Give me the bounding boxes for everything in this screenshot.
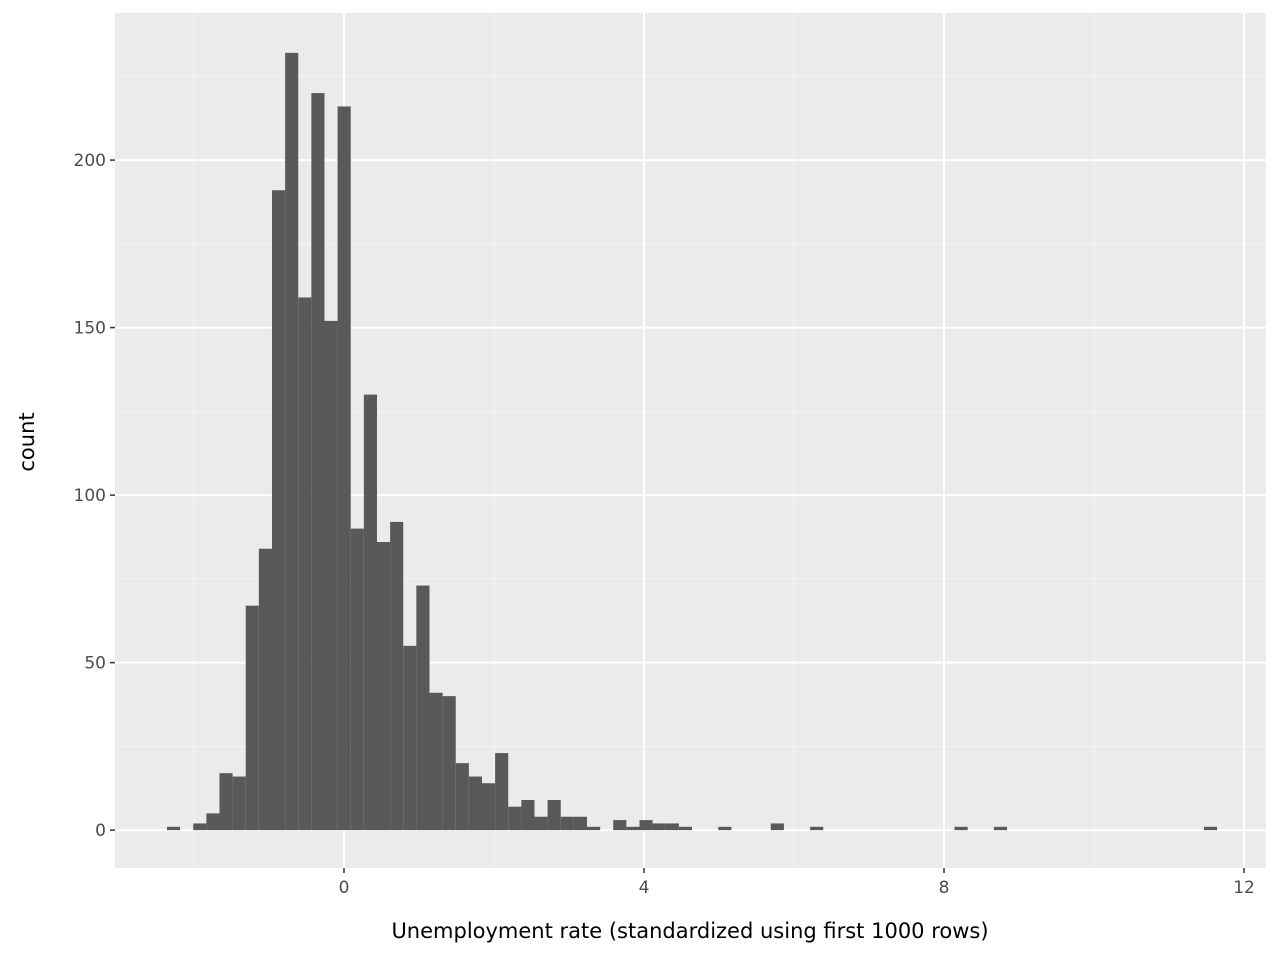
bar: [678, 826, 693, 831]
bar: [166, 826, 181, 831]
bar: [219, 773, 233, 831]
bar: [508, 806, 522, 831]
bar: [718, 826, 732, 831]
bar: [311, 93, 325, 831]
bar: [481, 783, 496, 831]
y-tick-label: 0: [95, 821, 106, 841]
bar: [547, 799, 561, 831]
bar: [337, 106, 351, 831]
bar: [429, 692, 443, 831]
bar: [573, 816, 587, 831]
bar: [560, 816, 574, 831]
bar: [1203, 826, 1218, 831]
y-tick-label: 50: [84, 654, 106, 674]
bar: [206, 813, 220, 831]
y-axis-title: count: [15, 412, 39, 471]
bar: [613, 820, 627, 831]
bar: [376, 542, 391, 831]
bar: [232, 776, 246, 831]
bar: [285, 52, 299, 831]
x-tick-label: 8: [939, 878, 950, 898]
bar: [324, 320, 338, 831]
y-tick-label: 100: [74, 486, 106, 506]
bar: [363, 394, 377, 831]
bar: [193, 823, 207, 831]
x-tick-label: 0: [339, 878, 350, 898]
bar: [350, 528, 364, 831]
bar: [586, 826, 601, 831]
bar: [403, 645, 417, 831]
bar: [770, 823, 784, 831]
x-axis-title: Unemployment rate (standardized using fi…: [391, 919, 988, 943]
bar: [810, 826, 824, 831]
bar: [416, 585, 430, 831]
bar: [954, 826, 968, 831]
bar: [455, 763, 469, 831]
bar: [468, 776, 482, 831]
bar: [521, 799, 535, 831]
bar: [271, 190, 286, 831]
bar: [298, 297, 312, 831]
bar: [245, 605, 259, 831]
bar: [626, 826, 640, 831]
x-tick-label: 12: [1233, 878, 1255, 898]
bar: [665, 823, 679, 831]
x-tick-label: 4: [639, 878, 650, 898]
bar: [495, 753, 509, 831]
bar: [993, 826, 1008, 831]
y-tick-label: 200: [74, 151, 106, 171]
bar: [639, 820, 653, 831]
bar: [442, 696, 456, 831]
bar: [258, 548, 272, 831]
y-tick-label: 150: [74, 319, 106, 339]
bar: [652, 823, 666, 831]
bar: [390, 521, 404, 831]
bar: [534, 816, 548, 831]
